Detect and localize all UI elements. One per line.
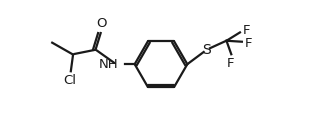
Text: F: F: [245, 37, 252, 50]
Text: F: F: [227, 57, 234, 70]
Text: O: O: [96, 17, 107, 30]
Text: F: F: [243, 24, 251, 37]
Text: NH: NH: [99, 58, 118, 71]
Text: S: S: [202, 43, 211, 57]
Text: Cl: Cl: [63, 75, 76, 87]
